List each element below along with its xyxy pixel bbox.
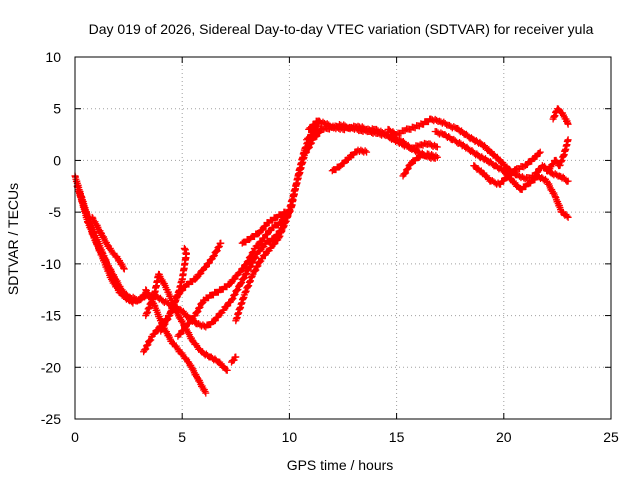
data-marks-track-03 — [75, 187, 137, 307]
series-track-10 — [232, 125, 326, 325]
data-marks-track-14 — [305, 117, 441, 153]
y-tick-label: -5 — [49, 204, 62, 220]
series-track-21 — [549, 105, 572, 128]
y-axis-title: SDTVAR / TECUs — [5, 183, 21, 295]
series-track-12 — [238, 208, 289, 247]
y-tick-label: -15 — [41, 308, 61, 324]
x-axis-tick-labels: 0 5 10 15 20 25 — [71, 429, 619, 445]
data-marks-track-10 — [232, 125, 326, 325]
series-track-20 — [543, 136, 572, 175]
data-marks-track-12 — [238, 208, 289, 247]
data-marks-track-16 — [399, 150, 441, 180]
data-marks-track-04 — [88, 213, 128, 273]
series-track-14 — [305, 117, 441, 153]
data-marks-track-11 — [228, 353, 240, 366]
data-series — [71, 105, 572, 397]
x-tick-label: 20 — [496, 429, 512, 445]
series-track-11 — [228, 353, 240, 366]
data-marks-track-21 — [549, 105, 572, 128]
plot-frame — [74, 56, 612, 420]
y-tick-label: 10 — [45, 49, 61, 65]
x-tick-label: 10 — [282, 429, 298, 445]
series-track-03 — [75, 187, 137, 307]
series-track-09 — [174, 208, 293, 340]
series-track-18 — [431, 127, 572, 221]
chart-title: Day 019 of 2026, Sidereal Day-to-day VTE… — [89, 21, 594, 37]
series-track-04 — [88, 213, 128, 273]
series-track-16 — [399, 150, 441, 180]
y-tick-label: -20 — [41, 359, 61, 375]
y-tick-label: 5 — [53, 101, 61, 117]
data-marks-track-15 — [328, 146, 371, 175]
data-marks-track-08 — [157, 244, 190, 335]
x-tick-label: 15 — [389, 429, 405, 445]
y-tick-label: 0 — [53, 152, 61, 168]
tick-marks — [74, 56, 612, 420]
series-track-15 — [328, 146, 371, 175]
series-track-19 — [470, 148, 544, 188]
data-marks-track-19 — [470, 148, 544, 188]
data-marks-track-20 — [543, 136, 572, 175]
x-tick-label: 25 — [603, 429, 619, 445]
x-tick-label: 0 — [71, 429, 79, 445]
data-marks-track-09 — [174, 208, 293, 340]
x-tick-label: 5 — [178, 429, 186, 445]
data-marks-track-18 — [431, 127, 572, 221]
x-axis-title: GPS time / hours — [287, 457, 394, 473]
grid — [75, 57, 611, 419]
y-tick-label: -25 — [41, 411, 61, 427]
series-track-08 — [157, 244, 190, 335]
y-tick-label: -10 — [41, 256, 61, 272]
y-axis-tick-labels: -25 -20 -15 -10 -5 0 5 10 — [41, 49, 61, 427]
